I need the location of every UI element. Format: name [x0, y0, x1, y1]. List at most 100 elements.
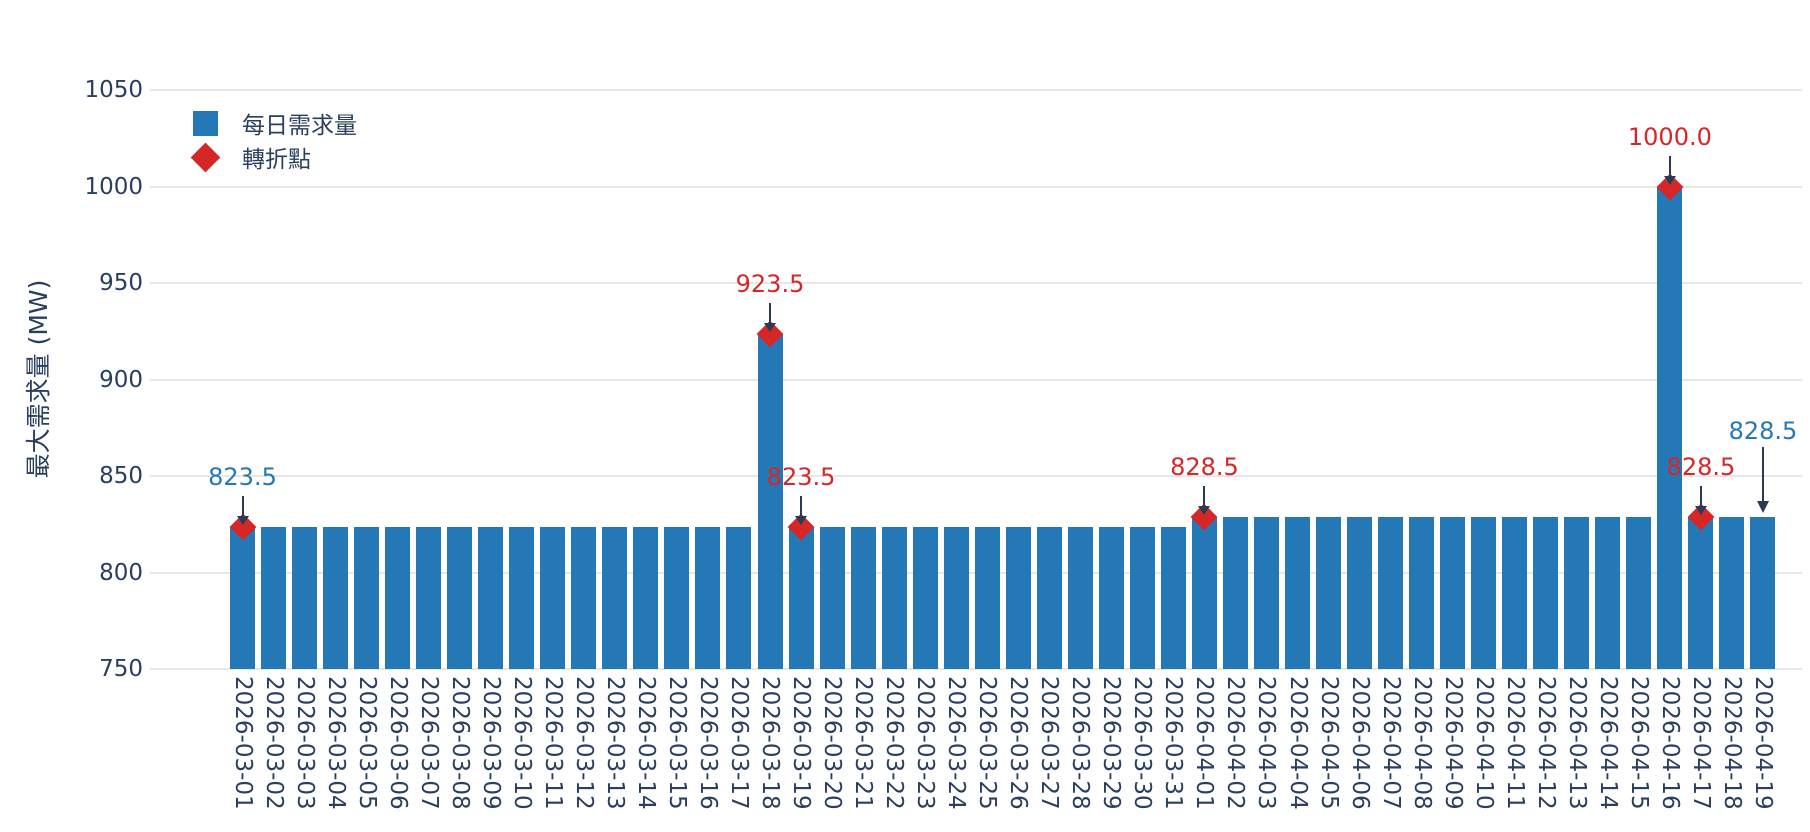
gridline-1050 [150, 89, 1802, 91]
bar-2026-03-03 [292, 527, 318, 669]
bar-2026-04-19 [1750, 517, 1776, 669]
bar-2026-03-26 [1005, 527, 1031, 669]
x-tick-label: 2026-03-17 [725, 676, 752, 810]
x-tick-label: 2026-04-19 [1749, 676, 1776, 810]
bar-2026-04-05 [1316, 517, 1342, 669]
y-tick-label: 750 [99, 656, 143, 682]
bar-2026-04-18 [1719, 517, 1745, 669]
annotation-text-2026-04-19: 828.5 [1728, 417, 1798, 446]
x-tick-label: 2026-03-01 [229, 676, 256, 810]
x-tick-label: 2026-03-07 [415, 676, 442, 810]
x-tick-label: 2026-04-10 [1470, 676, 1497, 810]
annotation-text-2026-04-01: 828.5 [1170, 453, 1239, 482]
bar-2026-03-13 [602, 527, 628, 669]
annotation-arrow-line [800, 496, 803, 517]
x-tick-label: 2026-03-03 [291, 676, 318, 810]
bar-2026-04-16 [1657, 186, 1683, 669]
bar-2026-03-18 [757, 334, 783, 669]
legend-label-daily-demand: 每日需求量 [242, 113, 357, 139]
x-tick-label: 2026-03-18 [757, 676, 783, 810]
annotation-arrowhead-icon [1663, 175, 1676, 185]
x-tick-label: 2026-03-22 [881, 676, 908, 810]
bar-2026-04-11 [1502, 517, 1528, 669]
bar-2026-03-09 [478, 527, 504, 669]
bar-2026-03-30 [1129, 527, 1155, 669]
legend-swatch-wrap [190, 142, 220, 172]
x-tick-label: 2026-04-02 [1222, 676, 1249, 810]
x-tick-label: 2026-04-07 [1377, 676, 1404, 810]
gridline-900 [150, 378, 1802, 381]
x-tick-label: 2026-04-06 [1346, 676, 1373, 810]
bar-2026-04-17 [1688, 517, 1714, 669]
x-tick-label: 2026-03-08 [446, 676, 473, 810]
x-tick-label: 2026-04-05 [1315, 676, 1342, 810]
bar-2026-03-04 [323, 527, 349, 669]
bar-2026-04-09 [1440, 517, 1466, 669]
bar-2026-03-22 [881, 527, 907, 669]
diamond-swatch-icon [190, 142, 220, 172]
bar-2026-03-21 [850, 527, 876, 669]
legend: 每日需求量 轉折點 [190, 106, 357, 174]
annotation-arrowhead-icon [764, 323, 776, 333]
bar-2026-03-24 [943, 527, 969, 669]
legend-swatch-wrap [190, 110, 220, 136]
bar-2026-04-03 [1253, 517, 1279, 669]
annotation-arrowhead-icon [1198, 506, 1211, 516]
annotation-text-2026-04-17: 828.5 [1666, 453, 1736, 482]
bar-2026-03-29 [1098, 527, 1124, 669]
x-tick-label: 2026-03-19 [788, 676, 815, 810]
bar-2026-04-06 [1347, 517, 1373, 669]
x-tick-label: 2026-03-30 [1129, 676, 1156, 810]
bar-2026-04-12 [1533, 517, 1559, 669]
annotation-arrowhead-icon [236, 516, 249, 526]
bar-2026-03-10 [509, 527, 535, 669]
x-tick-label: 2026-03-20 [819, 676, 846, 810]
y-tick-label: 1000 [84, 173, 143, 200]
annotation-arrow-line [1761, 447, 1764, 502]
x-tick-label: 2026-04-01 [1191, 676, 1218, 810]
x-tick-label: 2026-03-10 [508, 676, 535, 810]
bar-2026-03-25 [974, 527, 1000, 669]
gridline-1000 [150, 185, 1802, 188]
x-tick-label: 2026-03-04 [322, 676, 349, 810]
annotation-arrow-line [1699, 486, 1702, 507]
x-tick-label: 2026-03-29 [1098, 676, 1125, 810]
bar-2026-04-07 [1378, 517, 1404, 669]
x-tick-label: 2026-03-27 [1036, 676, 1063, 810]
bar-2026-04-08 [1409, 517, 1435, 669]
x-tick-label: 2026-03-25 [974, 676, 1001, 810]
bar-2026-03-05 [354, 527, 380, 669]
annotation-text-2026-03-19: 823.5 [766, 463, 836, 492]
x-tick-label: 2026-04-11 [1501, 676, 1528, 810]
bar-2026-03-23 [912, 527, 938, 669]
x-tick-label: 2026-04-13 [1563, 676, 1590, 810]
annotation-text-2026-04-16: 1000.0 [1627, 122, 1712, 151]
bar-2026-03-27 [1036, 527, 1062, 669]
bar-swatch-icon [192, 110, 218, 136]
legend-item-daily-demand: 每日需求量 [190, 106, 357, 140]
legend-label-turning-point: 轉折點 [242, 147, 311, 173]
x-tick-label: 2026-03-31 [1160, 676, 1187, 810]
y-tick-label: 900 [99, 366, 143, 393]
bar-2026-04-01 [1191, 517, 1217, 669]
x-tick-label: 2026-03-23 [912, 676, 939, 810]
annotation-arrowhead-icon [795, 516, 808, 526]
bar-2026-04-15 [1626, 517, 1652, 669]
bar-2026-03-28 [1067, 527, 1093, 669]
x-tick-label: 2026-04-12 [1532, 676, 1559, 810]
annotation-arrowhead-icon [1756, 501, 1769, 514]
x-tick-label: 2026-04-14 [1594, 676, 1621, 810]
x-tick-label: 2026-03-21 [850, 676, 877, 810]
x-tick-label: 2026-04-04 [1284, 676, 1311, 810]
bar-2026-03-08 [447, 527, 473, 669]
bar-2026-04-10 [1471, 517, 1497, 669]
y-tick-label: 850 [99, 463, 143, 489]
x-tick-label: 2026-03-05 [353, 676, 380, 810]
x-tick-label: 2026-03-09 [477, 676, 504, 810]
annotation-arrow-line [1668, 155, 1671, 176]
x-tick-label: 2026-03-12 [570, 676, 597, 810]
bar-2026-03-07 [416, 527, 442, 669]
gridline-750 [150, 668, 1802, 670]
x-tick-label: 2026-03-02 [260, 676, 287, 810]
